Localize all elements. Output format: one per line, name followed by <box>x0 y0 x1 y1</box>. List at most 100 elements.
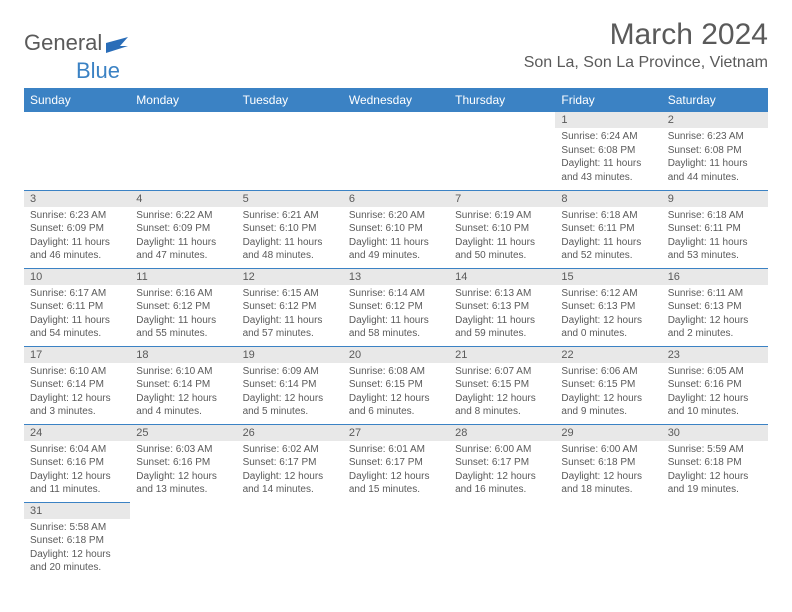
daylight-line: Daylight: 12 hours and 4 minutes. <box>136 392 230 419</box>
sunset-line: Sunset: 6:13 PM <box>561 300 655 314</box>
day-number: 16 <box>662 269 768 285</box>
sunset-line: Sunset: 6:11 PM <box>561 222 655 236</box>
calendar-cell: 7 Sunrise: 6:19 AMSunset: 6:10 PMDaylight… <box>449 190 555 268</box>
day-number: 15 <box>555 269 661 285</box>
calendar-cell: 29Sunrise: 6:00 AMSunset: 6:18 PMDayligh… <box>555 424 661 502</box>
calendar-cell: 31Sunrise: 5:58 AMSunset: 6:18 PMDayligh… <box>24 502 130 580</box>
day-number: 25 <box>130 425 236 441</box>
calendar-cell <box>343 112 449 190</box>
sunrise-line: Sunrise: 6:00 AM <box>561 443 655 457</box>
sunrise-line: Sunrise: 6:10 AM <box>30 365 124 379</box>
location: Son La, Son La Province, Vietnam <box>524 54 768 72</box>
daylight-line: Daylight: 11 hours and 44 minutes. <box>668 157 762 184</box>
calendar-cell: 22Sunrise: 6:06 AMSunset: 6:15 PMDayligh… <box>555 346 661 424</box>
sunset-line: Sunset: 6:15 PM <box>455 378 549 392</box>
calendar-table: SundayMondayTuesdayWednesdayThursdayFrid… <box>24 88 768 580</box>
day-number: 14 <box>449 269 555 285</box>
daylight-line: Daylight: 11 hours and 58 minutes. <box>349 314 443 341</box>
calendar-cell: 21Sunrise: 6:07 AMSunset: 6:15 PMDayligh… <box>449 346 555 424</box>
daylight-line: Daylight: 12 hours and 18 minutes. <box>561 470 655 497</box>
sunset-line: Sunset: 6:08 PM <box>668 144 762 158</box>
day-number: 9 <box>662 191 768 207</box>
sunrise-line: Sunrise: 6:02 AM <box>243 443 337 457</box>
calendar-cell <box>555 502 661 580</box>
calendar-cell <box>343 502 449 580</box>
daylight-line: Daylight: 12 hours and 16 minutes. <box>455 470 549 497</box>
sunset-line: Sunset: 6:12 PM <box>243 300 337 314</box>
weekday-header: Friday <box>555 88 661 112</box>
sunrise-line: Sunrise: 6:21 AM <box>243 209 337 223</box>
sunset-line: Sunset: 6:17 PM <box>455 456 549 470</box>
daylight-line: Daylight: 12 hours and 3 minutes. <box>30 392 124 419</box>
sunset-line: Sunset: 6:16 PM <box>136 456 230 470</box>
sunset-line: Sunset: 6:08 PM <box>561 144 655 158</box>
calendar-cell: 16Sunrise: 6:11 AMSunset: 6:13 PMDayligh… <box>662 268 768 346</box>
calendar-cell: 3Sunrise: 6:23 AMSunset: 6:09 PMDaylight… <box>24 190 130 268</box>
calendar-cell: 15Sunrise: 6:12 AMSunset: 6:13 PMDayligh… <box>555 268 661 346</box>
day-number: 27 <box>343 425 449 441</box>
calendar-cell: 19Sunrise: 6:09 AMSunset: 6:14 PMDayligh… <box>237 346 343 424</box>
calendar-cell: 14Sunrise: 6:13 AMSunset: 6:13 PMDayligh… <box>449 268 555 346</box>
weekday-header: Sunday <box>24 88 130 112</box>
sunrise-line: Sunrise: 6:10 AM <box>136 365 230 379</box>
sunset-line: Sunset: 6:10 PM <box>243 222 337 236</box>
day-number: 2 <box>662 112 768 128</box>
calendar-cell: 26Sunrise: 6:02 AMSunset: 6:17 PMDayligh… <box>237 424 343 502</box>
sunset-line: Sunset: 6:12 PM <box>349 300 443 314</box>
sunrise-line: Sunrise: 6:15 AM <box>243 287 337 301</box>
calendar-cell: 12Sunrise: 6:15 AMSunset: 6:12 PMDayligh… <box>237 268 343 346</box>
calendar-cell: 10Sunrise: 6:17 AMSunset: 6:11 PMDayligh… <box>24 268 130 346</box>
daylight-line: Daylight: 12 hours and 9 minutes. <box>561 392 655 419</box>
day-number: 13 <box>343 269 449 285</box>
day-number: 19 <box>237 347 343 363</box>
calendar-cell: 28Sunrise: 6:00 AMSunset: 6:17 PMDayligh… <box>449 424 555 502</box>
daylight-line: Daylight: 12 hours and 5 minutes. <box>243 392 337 419</box>
calendar-cell: 9Sunrise: 6:18 AMSunset: 6:11 PMDaylight… <box>662 190 768 268</box>
sunrise-line: Sunrise: 6:20 AM <box>349 209 443 223</box>
sunset-line: Sunset: 6:14 PM <box>243 378 337 392</box>
daylight-line: Daylight: 12 hours and 13 minutes. <box>136 470 230 497</box>
calendar-cell: 8Sunrise: 6:18 AMSunset: 6:11 PMDaylight… <box>555 190 661 268</box>
calendar-cell: 4Sunrise: 6:22 AMSunset: 6:09 PMDaylight… <box>130 190 236 268</box>
day-number: 17 <box>24 347 130 363</box>
daylight-line: Daylight: 12 hours and 8 minutes. <box>455 392 549 419</box>
sunset-line: Sunset: 6:18 PM <box>668 456 762 470</box>
sunrise-line: Sunrise: 6:18 AM <box>668 209 762 223</box>
sunrise-line: Sunrise: 6:22 AM <box>136 209 230 223</box>
calendar-cell: 18Sunrise: 6:10 AMSunset: 6:14 PMDayligh… <box>130 346 236 424</box>
day-number: 5 <box>237 191 343 207</box>
logo-text-blue: Blue <box>76 58 120 83</box>
sunrise-line: Sunrise: 6:19 AM <box>455 209 549 223</box>
sunset-line: Sunset: 6:15 PM <box>349 378 443 392</box>
day-number: 12 <box>237 269 343 285</box>
day-number: 30 <box>662 425 768 441</box>
sunset-line: Sunset: 6:16 PM <box>668 378 762 392</box>
daylight-line: Daylight: 12 hours and 15 minutes. <box>349 470 443 497</box>
sunset-line: Sunset: 6:10 PM <box>455 222 549 236</box>
daylight-line: Daylight: 11 hours and 55 minutes. <box>136 314 230 341</box>
day-number: 26 <box>237 425 343 441</box>
calendar-cell: 27Sunrise: 6:01 AMSunset: 6:17 PMDayligh… <box>343 424 449 502</box>
daylight-line: Daylight: 11 hours and 49 minutes. <box>349 236 443 263</box>
sunrise-line: Sunrise: 6:07 AM <box>455 365 549 379</box>
day-number: 22 <box>555 347 661 363</box>
calendar-cell <box>130 112 236 190</box>
sunrise-line: Sunrise: 6:23 AM <box>668 130 762 144</box>
calendar-cell: 17Sunrise: 6:10 AMSunset: 6:14 PMDayligh… <box>24 346 130 424</box>
sunrise-line: Sunrise: 6:06 AM <box>561 365 655 379</box>
day-number: 7 <box>449 191 555 207</box>
day-number: 29 <box>555 425 661 441</box>
sunrise-line: Sunrise: 6:11 AM <box>668 287 762 301</box>
sunrise-line: Sunrise: 6:05 AM <box>668 365 762 379</box>
day-number: 8 <box>555 191 661 207</box>
daylight-line: Daylight: 12 hours and 0 minutes. <box>561 314 655 341</box>
day-number: 10 <box>24 269 130 285</box>
sunset-line: Sunset: 6:12 PM <box>136 300 230 314</box>
daylight-line: Daylight: 11 hours and 50 minutes. <box>455 236 549 263</box>
weekday-header: Thursday <box>449 88 555 112</box>
weekday-header: Wednesday <box>343 88 449 112</box>
logo-text-general: General <box>24 30 102 56</box>
daylight-line: Daylight: 12 hours and 10 minutes. <box>668 392 762 419</box>
sunrise-line: Sunrise: 6:13 AM <box>455 287 549 301</box>
daylight-line: Daylight: 12 hours and 11 minutes. <box>30 470 124 497</box>
